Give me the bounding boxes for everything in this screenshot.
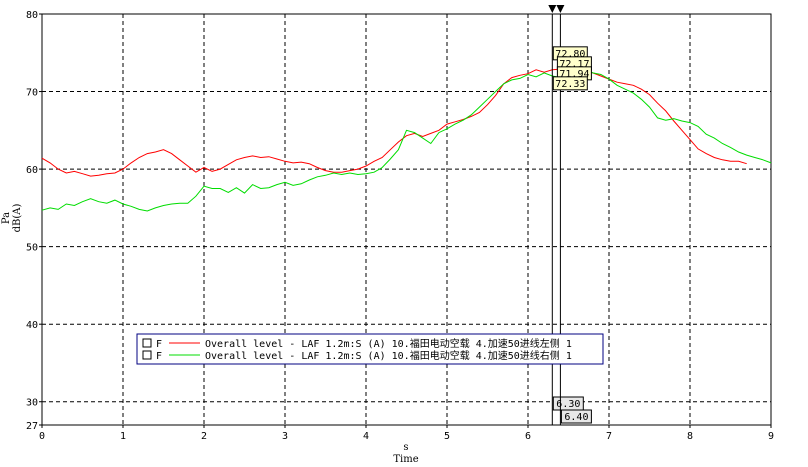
cursor-value-label-4: 72.33 [555,79,585,90]
legend-box [136,333,604,365]
y-tick-label-1: 30 [26,398,38,409]
x-tick-label-2: 2 [201,431,207,442]
x-tick-label-9: 9 [768,431,774,442]
y-axis: 27 30 40 50 60 70 80 [26,10,42,432]
series-line-2 [41,69,772,212]
y-tick-label-3: 50 [26,243,38,254]
cursor-handle-2[interactable] [556,5,565,13]
x-tick-label-4: 4 [363,431,369,442]
x-tick-label-5: 5 [444,431,450,442]
y-axis-unit: Pa [1,212,12,224]
cursor-handle-1[interactable] [548,5,557,13]
x-tick-label-3: 3 [282,431,288,442]
x-axis-unit: s [403,442,408,453]
legend-label-2: Overall level - LAF 1.2m:S (A) 10.福田电动空载… [205,349,572,362]
cursor-value-box-4 [552,76,588,91]
legend-checkbox-1[interactable] [142,338,152,348]
x-tick-label-0: 0 [39,431,45,442]
cursor-x-label-1: 6.30 [556,399,580,410]
y-tick-label-2: 40 [26,320,38,331]
y-tick-label-4: 60 [26,165,38,176]
x-axis-label: Time [393,454,418,465]
x-tick-label-1: 1 [120,431,126,442]
cursor-x-box-2 [560,409,592,424]
cursor-value-label-2: 72.17 [559,59,589,70]
y-tick-label-6: 80 [26,10,38,21]
legend-prefix-2: F [156,351,162,362]
legend-checkbox-2[interactable] [142,350,152,360]
grid-lines [42,14,771,425]
series-layer [41,68,772,212]
legend: F Overall level - LAF 1.2m:S (A) 10.福田电动… [136,333,604,365]
y-tick-label-5: 70 [26,88,38,99]
cursor-value-label-1: 72.80 [555,49,585,60]
x-tick-label-7: 7 [606,431,612,442]
cursor-value-label-3: 71.94 [559,69,589,80]
legend-prefix-1: F [156,339,162,350]
x-tick-label-6: 6 [525,431,531,442]
cursor-x-label-2: 6.40 [564,412,588,423]
series-line-1 [41,68,747,177]
x-axis: 0 1 2 3 4 5 6 7 8 9 [39,425,774,442]
legend-label-1: Overall level - LAF 1.2m:S (A) 10.福田电动空载… [205,337,572,350]
x-tick-label-8: 8 [687,431,693,442]
y-tick-label-0: 27 [26,421,38,432]
y-axis-label: dB(A) [12,204,23,233]
